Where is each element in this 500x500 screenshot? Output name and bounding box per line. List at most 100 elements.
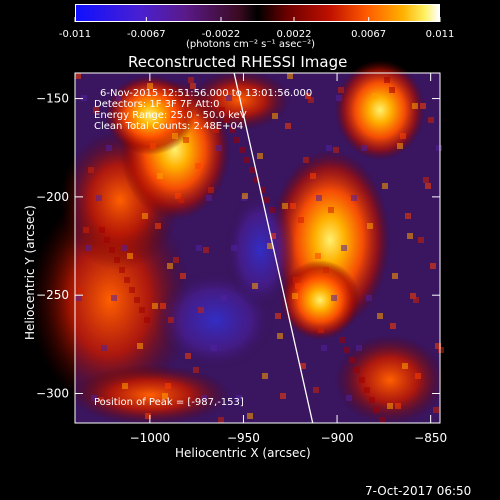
pixel xyxy=(121,245,127,251)
pixel xyxy=(170,113,176,119)
pixel xyxy=(420,103,426,109)
pixel xyxy=(247,413,253,419)
pixel xyxy=(147,83,153,89)
pixel xyxy=(400,133,406,139)
pixel xyxy=(93,107,99,113)
pixel xyxy=(341,245,347,251)
pixel xyxy=(180,273,186,279)
pixel xyxy=(415,373,421,379)
info-line-4: Clean Total Counts: 2.48E+04 xyxy=(94,121,244,132)
x-tick-label: −1000 xyxy=(130,431,171,445)
info-line-2: Detectors: 1F 3F 7F Att:0 xyxy=(94,99,220,110)
pixel xyxy=(101,345,107,351)
pixel xyxy=(361,145,367,151)
info-line-1: 6-Nov-2015 12:51:56.000 to 13:01:56.000 xyxy=(100,88,313,99)
pixel xyxy=(193,367,199,373)
pixel xyxy=(134,297,140,303)
x-axis-label: Heliocentric X (arcsec) xyxy=(175,446,311,460)
pixel xyxy=(318,327,324,333)
pixel xyxy=(229,127,235,133)
pixel xyxy=(257,153,263,159)
y-tick-label: −300 xyxy=(36,387,69,401)
pixel xyxy=(165,383,171,389)
pixel xyxy=(78,287,84,293)
pixel xyxy=(438,347,444,353)
pixel xyxy=(397,143,403,149)
emission-region-8 xyxy=(280,260,360,340)
pixel xyxy=(173,257,179,263)
pixel xyxy=(344,347,350,353)
emission-region-9 xyxy=(335,335,445,425)
colorbar-tick-label: 0.0067 xyxy=(351,29,386,40)
pixel xyxy=(201,395,207,401)
pixel xyxy=(275,313,281,319)
pixel xyxy=(367,223,373,229)
pixel xyxy=(216,145,222,151)
pixel xyxy=(168,317,174,323)
pixel xyxy=(277,333,283,339)
pixel xyxy=(395,403,401,409)
pixel xyxy=(356,345,362,351)
pixel xyxy=(346,395,352,401)
pixel xyxy=(178,197,184,203)
pixel xyxy=(119,267,125,273)
pixel xyxy=(425,183,431,189)
y-axis-label: Heliocentric Y (arcsec) xyxy=(23,205,37,340)
pixel xyxy=(144,317,150,323)
pixel xyxy=(349,357,355,363)
pixel xyxy=(198,307,204,313)
pixel xyxy=(114,257,120,263)
pixel xyxy=(83,227,89,233)
pixel xyxy=(264,197,270,203)
pixel xyxy=(392,273,398,279)
pixel xyxy=(389,87,395,93)
pixel xyxy=(244,157,250,163)
pixel xyxy=(285,123,291,129)
pixel xyxy=(300,363,306,369)
pixel xyxy=(196,245,202,251)
pixel xyxy=(75,73,81,79)
pixel xyxy=(162,393,168,399)
pixel xyxy=(402,363,408,369)
pixel xyxy=(208,187,214,193)
pixel xyxy=(287,73,293,79)
pixel xyxy=(316,195,322,201)
pixel xyxy=(106,145,112,151)
y-tick-label: −150 xyxy=(36,92,69,106)
pixel xyxy=(99,227,105,233)
pixel xyxy=(249,167,255,173)
pixel xyxy=(139,307,145,313)
pixel xyxy=(122,383,128,389)
pixel xyxy=(405,213,411,219)
pixel xyxy=(308,97,314,103)
pixel xyxy=(254,177,260,183)
pixel xyxy=(81,95,87,101)
pixel xyxy=(137,343,143,349)
pixel xyxy=(339,337,345,343)
info-line-3: Energy Range: 25.0 - 50.0 keV xyxy=(94,110,247,121)
pixel xyxy=(213,127,219,133)
pixel xyxy=(433,407,439,413)
peak-position-label: Position of Peak = [-987,-153] xyxy=(94,397,244,408)
pixel xyxy=(418,237,424,243)
emission-region-10 xyxy=(70,365,230,425)
pixel xyxy=(226,95,232,101)
pixel xyxy=(410,293,416,299)
pixel xyxy=(390,323,396,329)
pixel xyxy=(428,117,434,123)
plot-frame xyxy=(74,72,441,424)
colorbar-unit-label: (photons cm⁻² s⁻¹ asec⁻²) xyxy=(186,39,316,50)
pixel xyxy=(430,263,436,269)
pixel xyxy=(354,367,360,373)
pixel xyxy=(185,353,191,359)
colorbar-tick-label: 0.0022 xyxy=(277,29,312,40)
pixel xyxy=(132,123,138,129)
pixel xyxy=(323,267,329,273)
pixel xyxy=(412,103,418,109)
pixel xyxy=(305,93,311,99)
pixel xyxy=(190,83,196,89)
pixel xyxy=(262,373,268,379)
pixel xyxy=(116,95,122,101)
pixel xyxy=(328,207,334,213)
pixel xyxy=(183,137,189,143)
